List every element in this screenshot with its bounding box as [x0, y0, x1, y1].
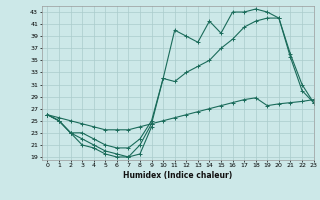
X-axis label: Humidex (Indice chaleur): Humidex (Indice chaleur) [123, 171, 232, 180]
